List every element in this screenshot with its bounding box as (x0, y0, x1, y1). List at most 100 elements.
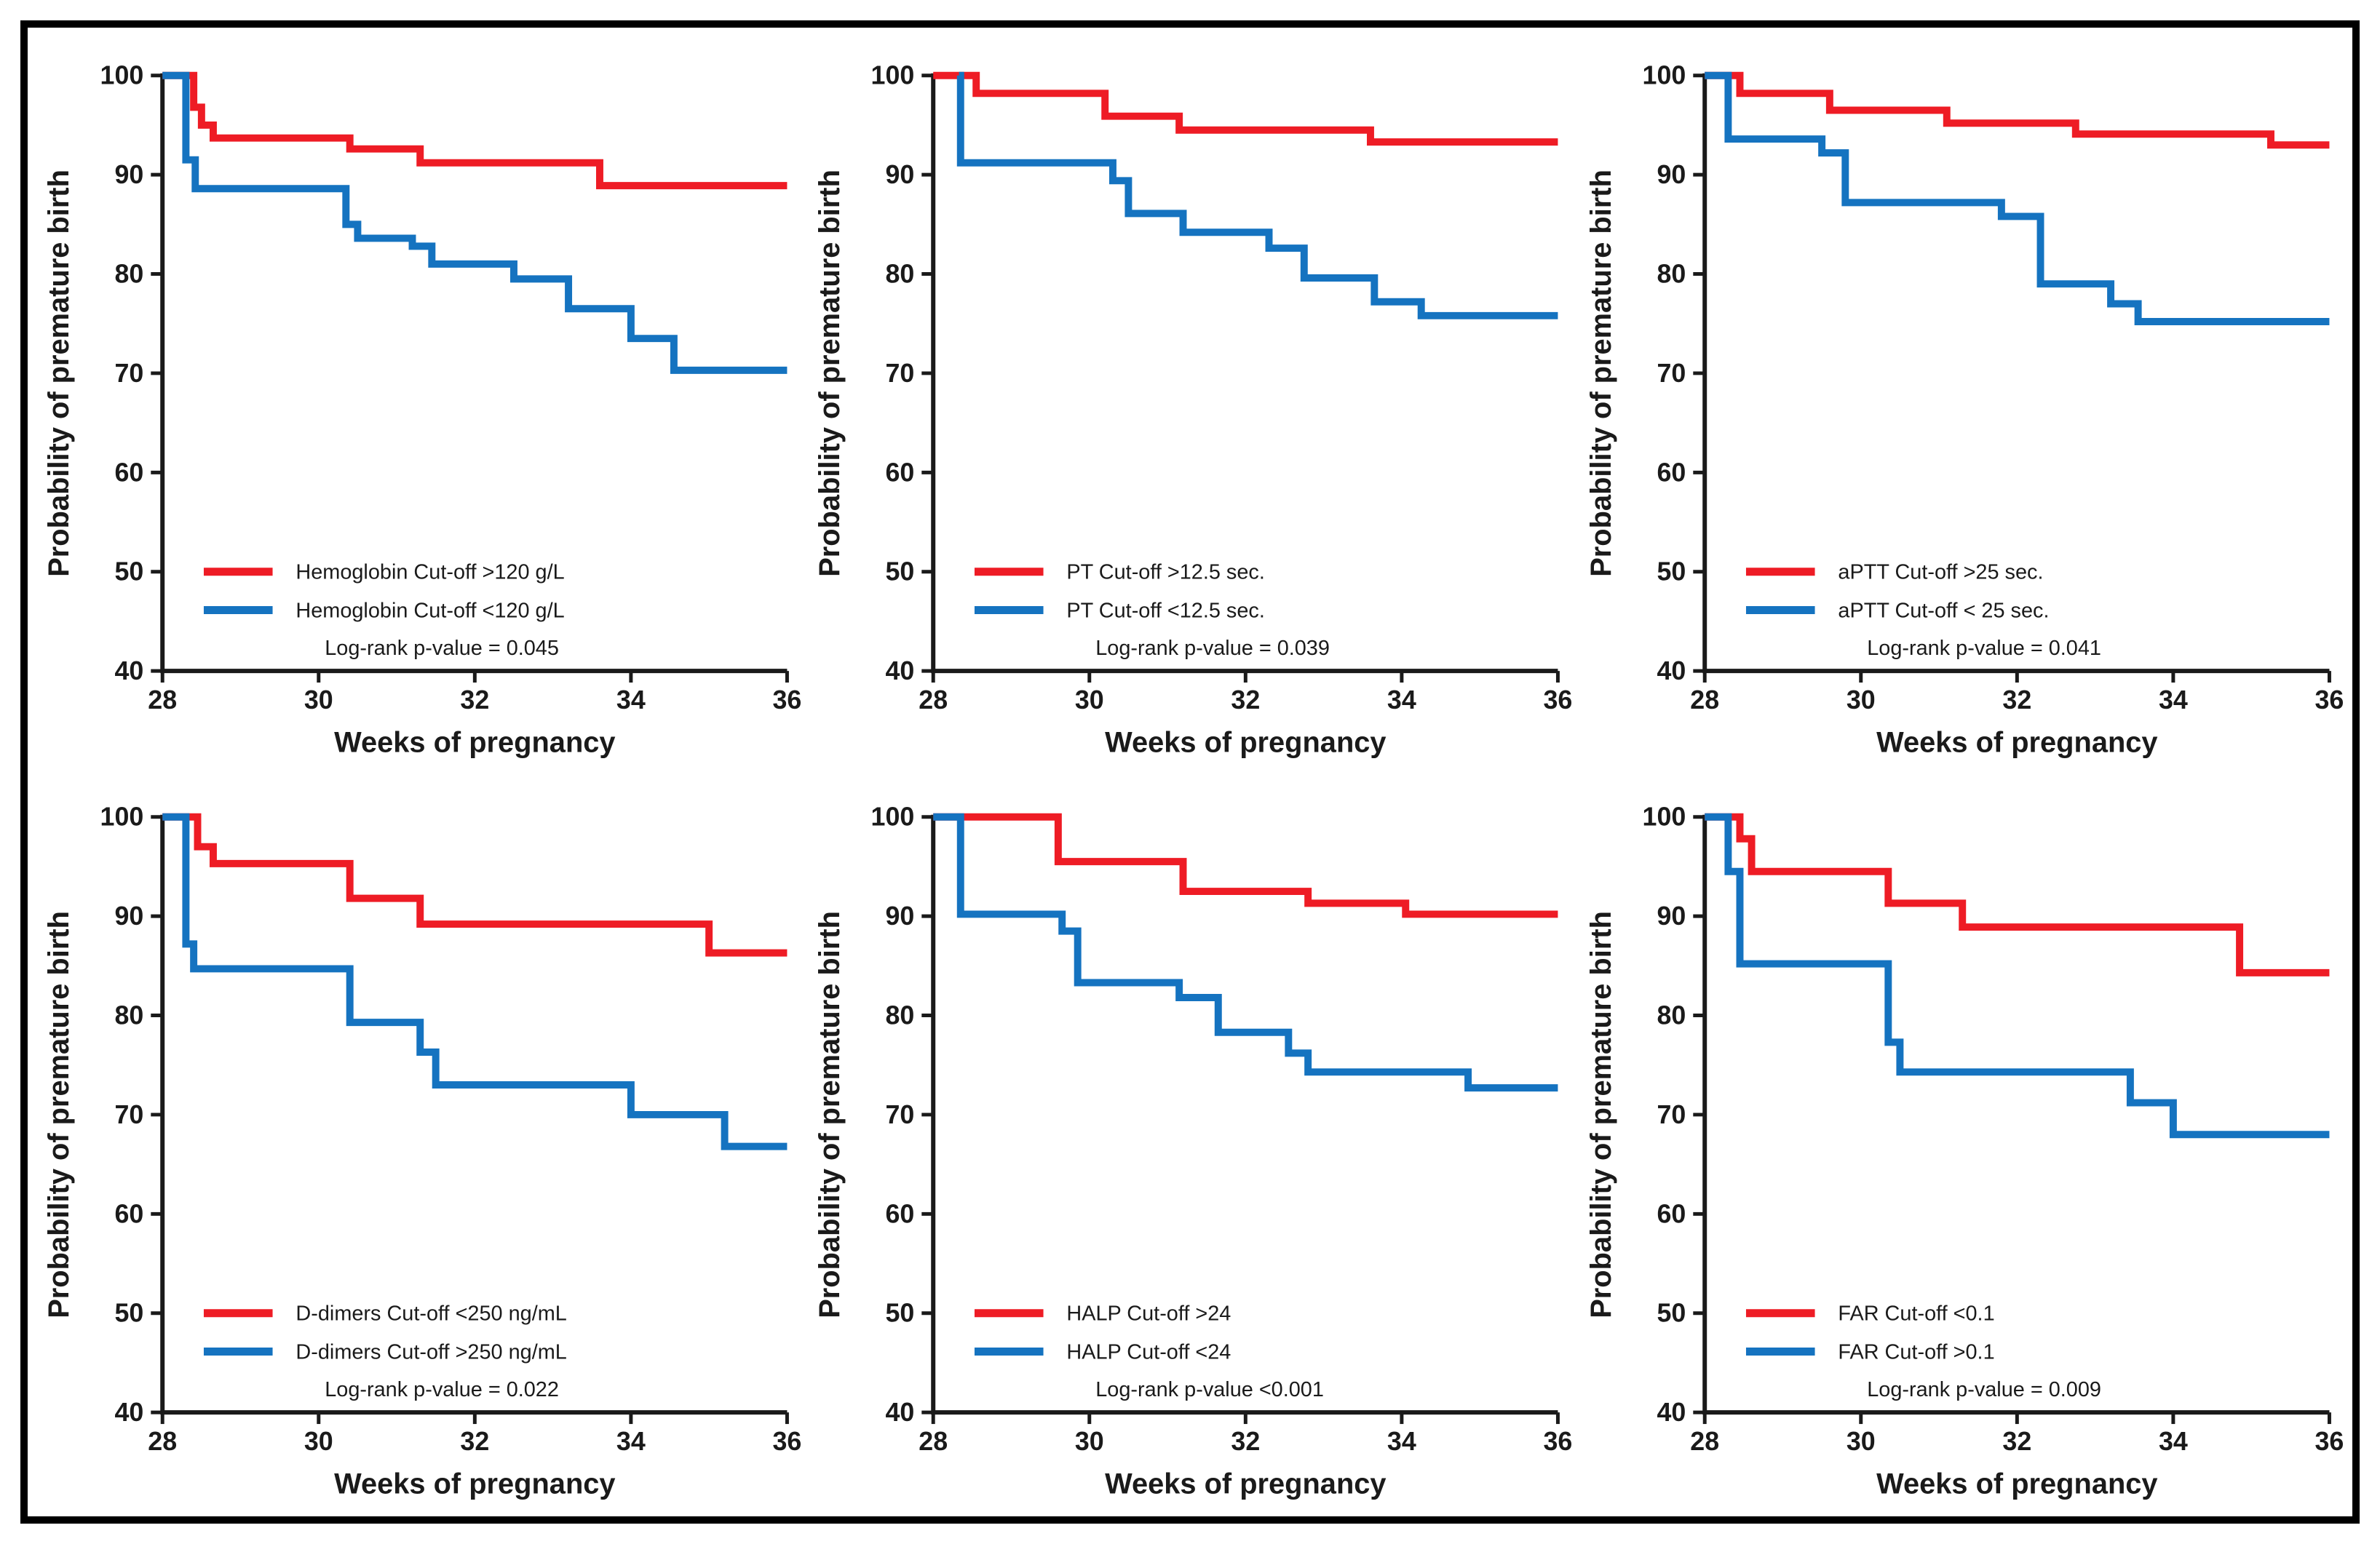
y-tick-label: 50 (114, 1298, 143, 1327)
y-tick-label: 50 (114, 557, 143, 586)
red-survival-curve (933, 71, 1558, 146)
y-axis-title: Probability of premature birth (43, 911, 75, 1318)
y-tick-label: 90 (114, 902, 143, 931)
y-tick-label: 80 (1657, 259, 1686, 288)
x-tick-label: 32 (1231, 1426, 1261, 1455)
y-tick-label: 50 (1657, 1298, 1686, 1327)
x-tick-label: 30 (1075, 685, 1104, 715)
x-axis-title: Weeks of pregnancy (1876, 1468, 2157, 1500)
y-tick-label: 40 (114, 1398, 143, 1427)
y-tick-label: 40 (886, 656, 915, 685)
red-survival-curve (1704, 71, 2330, 149)
y-tick-label: 40 (1657, 656, 1686, 685)
y-tick-label: 70 (1657, 359, 1686, 388)
y-tick-label: 60 (886, 1199, 915, 1228)
pt-chart: 28 30 32 34 36 40 50 60 70 80 90 100 Weeks of pregna… (814, 61, 1573, 759)
km-panel-pt: 28 30 32 34 36 40 50 60 70 80 90 100 Weeks of pregna… (804, 33, 1575, 775)
x-axis-title: Weeks of pregnancy (334, 727, 615, 759)
km-panel-hemoglobin: 28 30 32 34 36 40 50 60 70 80 90 100 Weeks of pregna… (33, 33, 804, 775)
blue-survival-curve (162, 813, 788, 1150)
x-axis-title: Weeks of pregnancy (1105, 1468, 1386, 1500)
axes (1702, 814, 2330, 1414)
y-tick-label: 100 (100, 802, 144, 831)
p-value-annotation: Log-rank p-value = 0.009 (1867, 1378, 2101, 1401)
x-tick-label: 36 (773, 1426, 802, 1455)
km-panel-aptt: 28 30 32 34 36 40 50 60 70 80 90 100 Weeks of pregna… (1576, 33, 2347, 775)
halp-chart: 28 30 32 34 36 40 50 60 70 80 90 100 Weeks of pregna… (814, 802, 1573, 1500)
x-tick-label: 34 (2159, 685, 2188, 715)
legend-label: HALP Cut-off >24 (1067, 1302, 1231, 1325)
x-tick-label: 36 (1544, 685, 1573, 715)
y-tick-label: 50 (1657, 557, 1686, 586)
y-tick-label: 100 (871, 802, 915, 831)
x-tick-label: 34 (616, 685, 646, 715)
y-tick-label: 90 (1657, 902, 1686, 931)
y-tick-label: 90 (886, 902, 915, 931)
y-tick-label: 80 (114, 1000, 143, 1030)
x-tick-label: 30 (1847, 1426, 1876, 1455)
x-tick-label: 32 (2002, 685, 2031, 715)
x-tick-label: 28 (1690, 685, 1719, 715)
x-axis-title: Weeks of pregnancy (334, 1468, 615, 1500)
p-value-annotation: Log-rank p-value = 0.045 (325, 637, 559, 660)
km-panel-d-dimers: 28 30 32 34 36 40 50 60 70 80 90 100 Weeks of pregna… (33, 775, 804, 1516)
y-tick-label: 70 (1657, 1099, 1686, 1129)
legend-label: FAR Cut-off >0.1 (1838, 1340, 1994, 1364)
y-axis-title: Probability of premature birth (814, 911, 846, 1318)
y-tick-label: 80 (886, 1000, 915, 1030)
y-tick-label: 80 (114, 259, 143, 288)
y-tick-label: 40 (886, 1398, 915, 1427)
y-tick-label: 70 (114, 1099, 143, 1129)
y-tick-label: 60 (1657, 458, 1686, 487)
legend-label: PT Cut-off <12.5 sec. (1067, 599, 1265, 622)
y-axis-title: Probability of premature birth (43, 170, 75, 577)
p-value-annotation: Log-rank p-value <0.001 (1096, 1378, 1325, 1401)
x-tick-label: 28 (919, 1426, 948, 1455)
legend-label: PT Cut-off >12.5 sec. (1067, 561, 1265, 584)
p-value-annotation: Log-rank p-value = 0.022 (325, 1378, 559, 1401)
y-tick-label: 70 (886, 359, 915, 388)
aptt-chart: 28 30 32 34 36 40 50 60 70 80 90 100 Weeks of pregna… (1584, 61, 2344, 759)
y-tick-label: 60 (886, 458, 915, 487)
x-tick-label: 28 (148, 1426, 177, 1455)
legend-label: D-dimers Cut-off <250 ng/mL (295, 1302, 566, 1325)
x-tick-label: 36 (773, 685, 802, 715)
blue-survival-curve (933, 813, 1558, 1091)
legend-label: D-dimers Cut-off >250 ng/mL (295, 1340, 566, 1364)
km-panel-halp: 28 30 32 34 36 40 50 60 70 80 90 100 Weeks of pregna… (804, 775, 1575, 1516)
y-axis-title: Probability of premature birth (1584, 911, 1617, 1318)
y-tick-label: 90 (886, 160, 915, 189)
figure-frame: 28 30 32 34 36 40 50 60 70 80 90 100 Weeks of pregna… (20, 20, 2360, 1524)
legend-label: aPTT Cut-off >25 sec. (1838, 561, 2043, 584)
y-tick-label: 50 (886, 1298, 915, 1327)
x-tick-label: 30 (304, 685, 333, 715)
y-tick-label: 100 (1642, 61, 1686, 90)
y-tick-label: 60 (114, 458, 143, 487)
x-tick-label: 34 (616, 1426, 646, 1455)
x-tick-label: 36 (2314, 685, 2344, 715)
y-tick-label: 100 (871, 61, 915, 90)
legend-label: Hemoglobin Cut-off <120 g/L (295, 599, 564, 622)
y-tick-label: 60 (1657, 1199, 1686, 1228)
x-tick-label: 30 (1075, 1426, 1104, 1455)
y-tick-label: 100 (100, 61, 144, 90)
x-tick-label: 34 (1387, 1426, 1416, 1455)
y-tick-label: 90 (1657, 160, 1686, 189)
axes (931, 814, 1558, 1414)
red-survival-curve (162, 813, 788, 957)
x-tick-label: 28 (919, 685, 948, 715)
x-tick-label: 34 (2159, 1426, 2188, 1455)
blue-survival-curve (957, 71, 1558, 319)
far-chart: 28 30 32 34 36 40 50 60 70 80 90 100 Weeks of pregna… (1584, 802, 2344, 1500)
red-survival-curve (1704, 813, 2330, 976)
y-tick-label: 70 (886, 1099, 915, 1129)
x-tick-label: 32 (460, 685, 489, 715)
blue-survival-curve (1704, 813, 2330, 1138)
hemoglobin-chart: 28 30 32 34 36 40 50 60 70 80 90 100 Weeks of pregna… (43, 61, 802, 759)
blue-survival-curve (1704, 71, 2330, 325)
x-tick-label: 32 (460, 1426, 489, 1455)
y-tick-label: 50 (886, 557, 915, 586)
legend-label: HALP Cut-off <24 (1067, 1340, 1231, 1364)
p-value-annotation: Log-rank p-value = 0.041 (1867, 637, 2101, 660)
x-tick-label: 36 (2314, 1426, 2344, 1455)
